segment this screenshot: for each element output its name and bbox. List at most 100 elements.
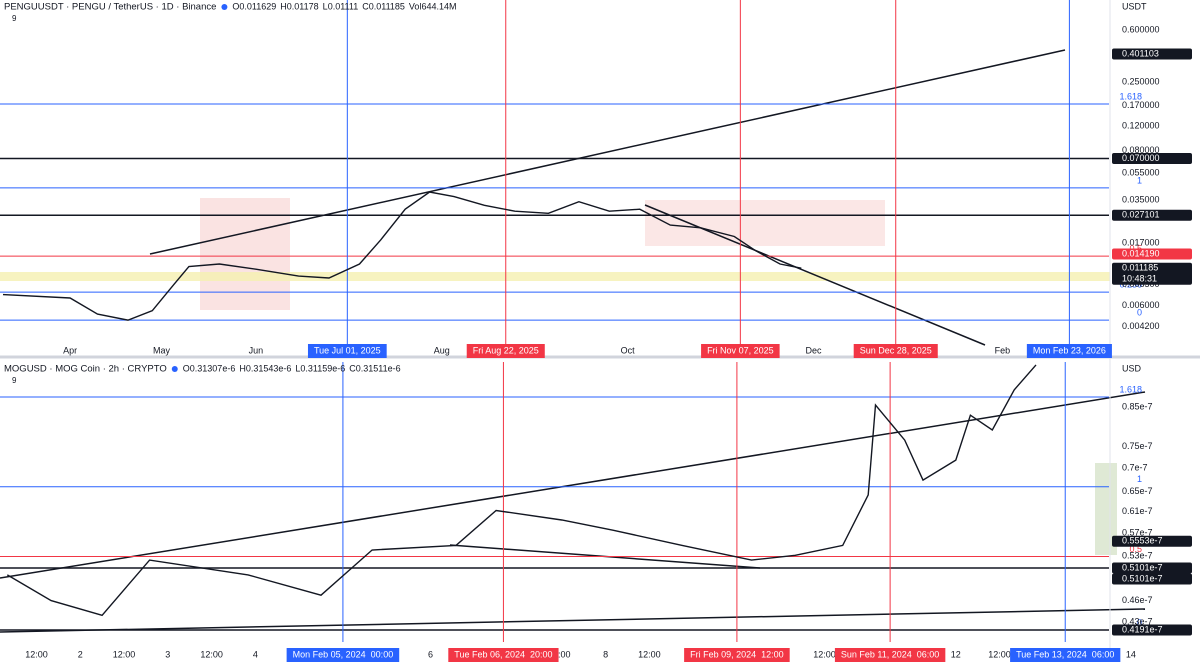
marker-label-box — [466, 344, 545, 358]
y-tick-label: 0.43e-7 — [1122, 616, 1153, 626]
marker-label-box — [1010, 648, 1121, 662]
marker-label: Fri Nov 07, 2025 — [707, 345, 774, 355]
fib-label: 1 — [1137, 474, 1142, 484]
y-tick-label: 0.017000 — [1122, 238, 1160, 248]
y-tick-label: 0.006000 — [1122, 300, 1160, 310]
ohlc-value: 0.31511e-6 — [356, 363, 401, 373]
marker-label-box — [1026, 344, 1112, 358]
price-tag — [1112, 624, 1192, 636]
x-tick-label: Oct — [621, 345, 636, 355]
price-tag — [1112, 262, 1192, 285]
marker-label: Tue Feb 13, 2024 06:00 — [1016, 649, 1114, 659]
ohlc-value: 0.31159e-6 — [300, 363, 345, 373]
price-tag — [1112, 153, 1192, 165]
y-tick-label: 0.85e-7 — [1122, 401, 1153, 411]
x-tick-label: 8 — [603, 649, 608, 659]
fib-label: 0.5 — [1129, 243, 1142, 253]
y-tick-label: 0.7e-7 — [1122, 463, 1148, 473]
x-tick-label: May — [153, 345, 171, 355]
ohlc-value: 0.01111 — [328, 1, 359, 11]
fib-label: 0 — [1137, 307, 1142, 317]
price-tag — [1112, 573, 1192, 585]
ohlc-key: Vol — [409, 1, 422, 11]
ohlc-value: 0.31543e-6 — [246, 363, 292, 373]
x-tick-label: 2 — [78, 649, 83, 659]
ohlc-key: H — [280, 1, 287, 11]
y-tick-label: 0.75e-7 — [1122, 441, 1153, 451]
x-tick-label: Jun — [249, 345, 264, 355]
ohlc-key: L — [295, 363, 300, 373]
price-tag-label: 0.5553e-7 — [1122, 536, 1163, 546]
marker-label-box — [307, 344, 387, 358]
price-tag-label: 0.4191e-7 — [1122, 624, 1163, 634]
marker-label-box — [834, 648, 946, 662]
cloud — [1095, 463, 1117, 555]
x-tick-label: 3 — [165, 649, 170, 659]
x-tick-label: 4 — [253, 649, 258, 659]
cloud — [200, 198, 290, 310]
indicator-count: 9 — [12, 14, 17, 23]
ohlc-value: 0.31307e-6 — [190, 363, 236, 373]
x-tick-label: 2:00 — [553, 649, 571, 659]
price-tag-label: 0.014190 — [1122, 248, 1160, 258]
x-tick-label: 6 — [428, 649, 433, 659]
marker-label: Fri Aug 22, 2025 — [473, 345, 539, 355]
marker-label: Tue Feb 06, 2024 20:00 — [454, 649, 552, 659]
marker-label: Mon Feb 05, 2024 00:00 — [293, 649, 394, 659]
zone — [0, 272, 1110, 281]
ohlc-value: 0.011629 — [239, 1, 276, 11]
price-unit: USDT — [1122, 1, 1147, 11]
price-line — [2, 191, 802, 321]
symbol-title: PENGUUSDT · PENGU / TetherUS · 1D · Bina… — [4, 2, 216, 13]
x-tick-label: 12:00 — [113, 649, 136, 659]
fib-label: 0 — [1137, 617, 1142, 627]
y-tick-label: 0.250000 — [1122, 77, 1160, 87]
status-dot — [221, 4, 228, 10]
price-tag-label: 0.070000 — [1122, 153, 1160, 163]
x-tick-label: 12:00 — [813, 649, 836, 659]
x-tick-label: 12:00 — [25, 649, 48, 659]
fib-label: 1 — [1137, 175, 1142, 185]
x-tick-label: Aug — [434, 345, 450, 355]
symbol-title: MOGUSD · MOG Coin · 2h · CRYPTO — [4, 364, 167, 375]
ohlc-value: 644.14M — [421, 1, 456, 11]
status-dot — [171, 366, 178, 372]
x-tick-label: Dec — [805, 345, 822, 355]
x-tick-label: Feb — [995, 345, 1011, 355]
marker-label: Mon Feb 23, 2026 — [1033, 345, 1106, 355]
y-tick-label: 0.170000 — [1122, 100, 1160, 110]
price-tag — [1112, 209, 1192, 221]
price-line — [6, 364, 1037, 617]
x-tick-label: 12 — [951, 649, 961, 659]
marker-label: Sun Feb 11, 2024 06:00 — [841, 649, 939, 659]
y-tick-label: 0.055000 — [1122, 167, 1160, 177]
y-tick-label: 0.600000 — [1122, 24, 1160, 34]
y-tick-label: 0.57e-7 — [1122, 527, 1153, 537]
fib-label: 0.5 — [1129, 544, 1142, 554]
ohlc-value: 0.011185 — [369, 1, 405, 11]
y-tick-label: 0.035000 — [1122, 194, 1160, 204]
indicator-count: 9 — [12, 376, 17, 385]
ohlc-key: C — [362, 1, 369, 11]
marker-label-box — [701, 344, 780, 358]
y-tick-label: 0.65e-7 — [1122, 486, 1153, 496]
price-unit: USD — [1122, 363, 1142, 373]
cloud — [645, 200, 885, 246]
price-tag-label: 0.011185 — [1122, 263, 1158, 273]
price-tag — [1112, 48, 1192, 60]
trend-line — [0, 391, 1146, 579]
ohlc-key: O — [183, 363, 190, 373]
marker-label-box — [684, 648, 790, 662]
ohlc-key: L — [323, 1, 328, 11]
marker-label: Fri Feb 09, 2024 12:00 — [690, 649, 784, 659]
price-tag-label: 0.027101 — [1122, 210, 1160, 220]
x-tick-label: Apr — [63, 345, 77, 355]
ohlc-key: H — [239, 363, 246, 373]
marker-label: Tue Jul 01, 2025 — [314, 345, 381, 355]
marker-label: Sun Dec 28, 2025 — [860, 345, 932, 355]
countdown: 10:48:31 — [1122, 274, 1157, 284]
ohlc-value: 0.01178 — [287, 1, 319, 11]
trend-line — [0, 608, 1146, 633]
